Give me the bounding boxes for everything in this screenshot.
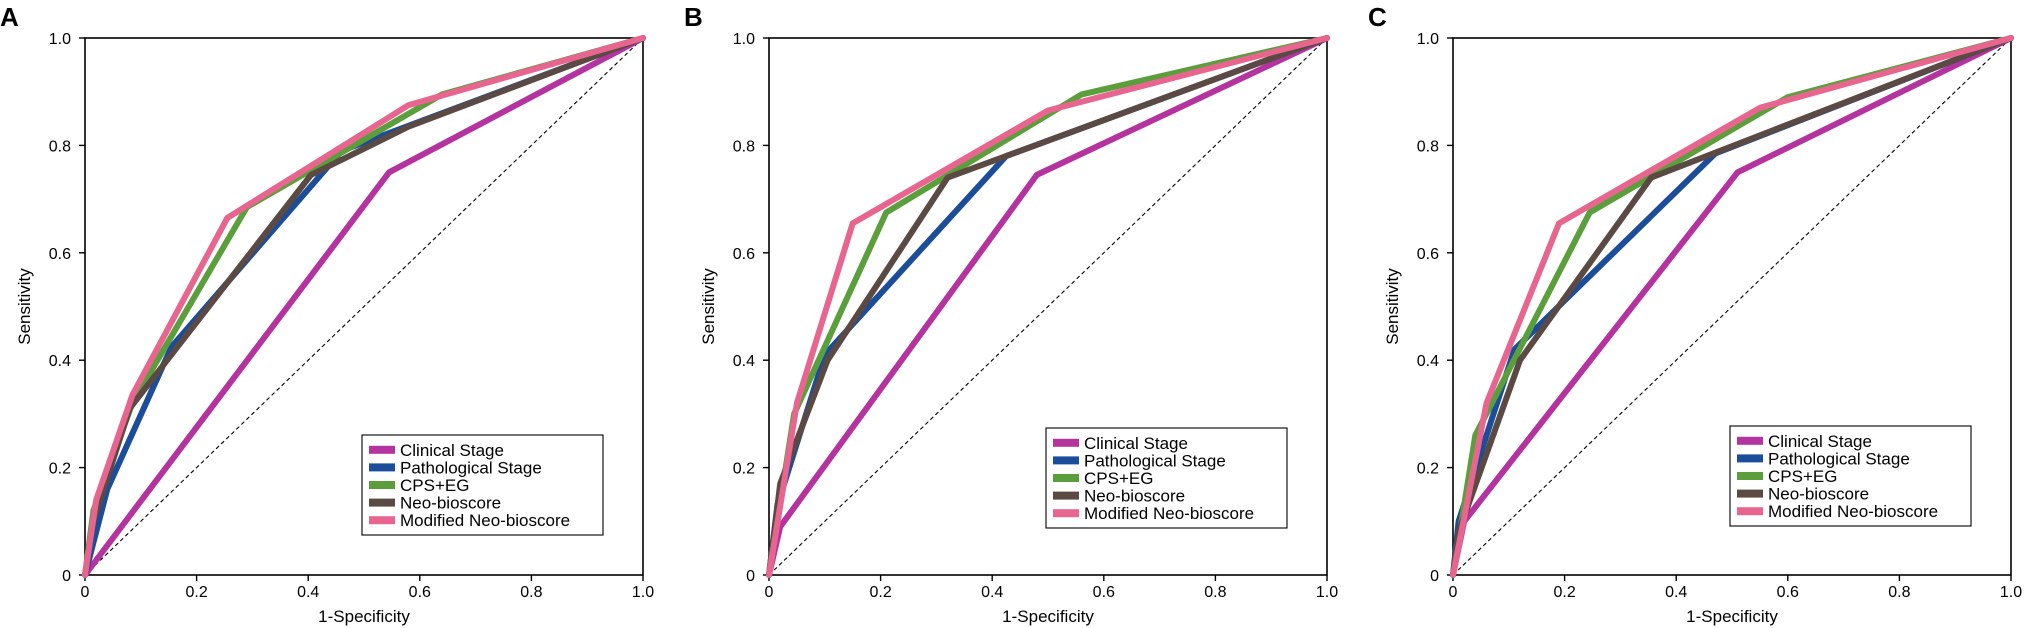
y-tick-label: 0 xyxy=(62,568,71,585)
roc-line-clinical-stage xyxy=(82,35,646,578)
legend-swatch xyxy=(369,481,395,489)
y-tick-label: 0 xyxy=(746,568,755,585)
y-tick-label: 1.0 xyxy=(733,31,755,48)
x-axis-title: 1-Specificity xyxy=(1686,607,1778,626)
y-tick-label: 0.2 xyxy=(733,461,755,478)
legend-label: Clinical Stage xyxy=(1084,434,1188,453)
x-tick-label: 0.6 xyxy=(1777,584,1799,601)
legend-swatch xyxy=(1737,472,1763,480)
legend-swatch xyxy=(369,463,395,472)
roc-line-modified-neo-bioscore xyxy=(82,35,646,578)
legend-label: Pathological Stage xyxy=(1768,449,1910,468)
reference-diagonal xyxy=(768,37,1328,576)
y-tick-label: 0.2 xyxy=(1417,461,1439,478)
legend-swatch xyxy=(1053,438,1079,447)
legend-label: Pathological Stage xyxy=(400,458,542,477)
y-tick-label: 0.4 xyxy=(49,353,71,370)
legend-swatch xyxy=(1053,474,1079,482)
y-tick-label: 0.8 xyxy=(733,138,755,155)
legend-label: CPS+EG xyxy=(1084,469,1153,488)
y-tick-label: 0.2 xyxy=(49,461,71,478)
panel-label: B xyxy=(684,2,703,32)
y-tick-label: 1.0 xyxy=(49,31,71,48)
plot-frame xyxy=(768,37,1328,576)
roc-line-modified-neo-bioscore xyxy=(1450,35,2014,578)
y-axis-title: Sensitivity xyxy=(15,268,34,345)
x-tick-label: 0 xyxy=(1449,584,1458,601)
roc-chart-svg: A 0 0.2 0.4 0.6 0.8 1.0 0 0.2 0.4 0.6 0.8 1.0 1-Speci… xyxy=(0,2,654,626)
x-tick-label: 0.6 xyxy=(409,584,431,601)
panel-label: A xyxy=(0,2,19,32)
legend-label: Clinical Stage xyxy=(400,441,504,460)
legend-swatch xyxy=(1053,491,1079,500)
legend-box xyxy=(1729,425,1972,527)
plot-frame xyxy=(1452,37,2012,576)
legend-label: Neo-bioscore xyxy=(400,494,501,513)
roc-chart-svg: B 0 0.2 0.4 0.6 0.8 1.0 0 0.2 0.4 0.6 0.8 1.0 1-Speci… xyxy=(684,2,1338,626)
x-tick-label: 0.4 xyxy=(981,584,1003,601)
legend-swatch xyxy=(369,445,395,454)
x-tick-label: 0.4 xyxy=(1665,584,1687,601)
roc-panel-b: B 0 0.2 0.4 0.6 0.8 1.0 0 0.2 0.4 0.6 0.8 1.0 1-Speci… xyxy=(684,0,1364,628)
y-tick-label: 0.6 xyxy=(49,246,71,263)
y-tick-label: 0.4 xyxy=(733,353,755,370)
roc-chart-svg: C 0 0.2 0.4 0.6 0.8 1.0 0 0.2 0.4 0.6 0.8 1.0 1-Speci… xyxy=(1368,2,2022,626)
x-tick-label: 0 xyxy=(765,584,774,601)
x-tick-label: 1.0 xyxy=(632,584,654,601)
legend-label: CPS+EG xyxy=(1768,467,1837,486)
y-tick-label: 0.6 xyxy=(1417,246,1439,263)
legend-box xyxy=(361,434,604,536)
x-tick-label: 0.2 xyxy=(185,584,207,601)
legend-label: Neo-bioscore xyxy=(1768,485,1869,504)
x-tick-label: 0.8 xyxy=(520,584,542,601)
legend-label: Clinical Stage xyxy=(1768,432,1872,451)
roc-panel-a: A 0 0.2 0.4 0.6 0.8 1.0 0 0.2 0.4 0.6 0.8 1.0 1-Speci… xyxy=(0,0,680,628)
y-tick-label: 0.4 xyxy=(1417,353,1439,370)
legend-swatch xyxy=(369,498,395,507)
legend-swatch xyxy=(369,516,395,525)
y-tick-label: 0.8 xyxy=(49,138,71,155)
legend-swatch xyxy=(1737,454,1763,463)
y-tick-label: 0.8 xyxy=(1417,138,1439,155)
roc-panel-c: C 0 0.2 0.4 0.6 0.8 1.0 0 0.2 0.4 0.6 0.8 1.0 1-Speci… xyxy=(1368,0,2024,628)
plot-frame xyxy=(84,37,644,576)
y-tick-label: 0.6 xyxy=(733,246,755,263)
legend-swatch xyxy=(1053,456,1079,465)
panel-label: C xyxy=(1368,2,1387,32)
x-tick-label: 0.2 xyxy=(1553,584,1575,601)
legend-swatch xyxy=(1737,507,1763,516)
y-axis-title: Sensitivity xyxy=(1383,268,1402,345)
x-tick-label: 0.4 xyxy=(297,584,319,601)
legend-swatch xyxy=(1737,489,1763,498)
x-tick-label: 1.0 xyxy=(2000,584,2022,601)
x-tick-label: 1.0 xyxy=(1316,584,1338,601)
x-tick-label: 0.8 xyxy=(1888,584,1910,601)
legend-label: Pathological Stage xyxy=(1084,451,1226,470)
legend-label: Modified Neo-bioscore xyxy=(400,511,570,530)
x-tick-label: 0 xyxy=(81,584,90,601)
legend-label: CPS+EG xyxy=(400,476,469,495)
x-axis-title: 1-Specificity xyxy=(1002,607,1094,626)
y-axis-title: Sensitivity xyxy=(699,268,718,345)
legend-box xyxy=(1045,427,1288,529)
x-tick-label: 0.2 xyxy=(869,584,891,601)
y-tick-label: 1.0 xyxy=(1417,31,1439,48)
reference-diagonal xyxy=(1452,37,2012,576)
y-tick-label: 0 xyxy=(1430,568,1439,585)
legend-swatch xyxy=(1053,509,1079,518)
reference-diagonal xyxy=(84,37,644,576)
roc-line-modified-neo-bioscore xyxy=(766,35,1330,578)
legend-label: Neo-bioscore xyxy=(1084,487,1185,506)
x-tick-label: 0.6 xyxy=(1093,584,1115,601)
legend-label: Modified Neo-bioscore xyxy=(1084,504,1254,523)
x-axis-title: 1-Specificity xyxy=(318,607,410,626)
legend-label: Modified Neo-bioscore xyxy=(1768,502,1938,521)
legend-swatch xyxy=(1737,436,1763,445)
x-tick-label: 0.8 xyxy=(1204,584,1226,601)
